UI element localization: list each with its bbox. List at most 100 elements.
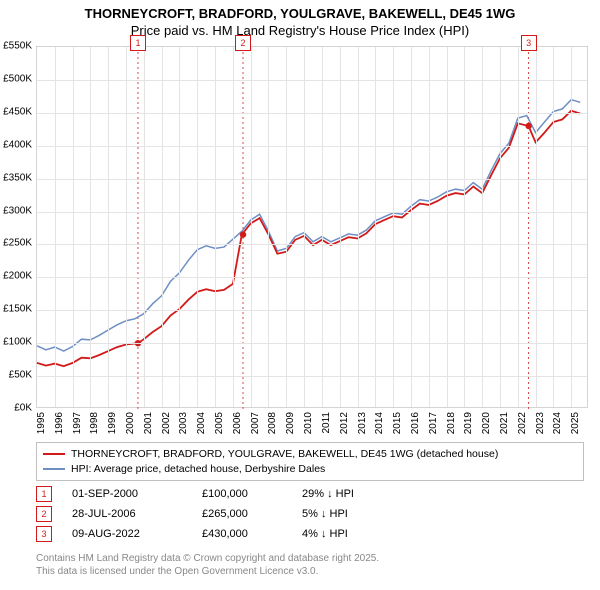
gridline-h (37, 80, 587, 81)
x-tick-label: 2025 (570, 412, 581, 434)
gridline-v (518, 47, 519, 407)
x-tick-label: 2000 (125, 412, 136, 434)
series-price_paid (37, 111, 580, 366)
x-tick-label: 2015 (392, 412, 403, 434)
sales-row: 228-JUL-2006£265,0005% ↓ HPI (36, 504, 402, 524)
sales-marker-icon: 2 (36, 506, 52, 522)
gridline-v (447, 47, 448, 407)
sales-date: 28-JUL-2006 (72, 508, 202, 520)
chart-container: THORNEYCROFT, BRADFORD, YOULGRAVE, BAKEW… (0, 0, 600, 590)
sales-price: £100,000 (202, 488, 302, 500)
x-tick-label: 2007 (250, 412, 261, 434)
sales-row: 309-AUG-2022£430,0004% ↓ HPI (36, 524, 402, 544)
gridline-v (286, 47, 287, 407)
x-tick-label: 2019 (463, 412, 474, 434)
x-tick-label: 2005 (214, 412, 225, 434)
x-tick-label: 2011 (321, 412, 332, 434)
gridline-v (553, 47, 554, 407)
x-tick-label: 2010 (303, 412, 314, 434)
gridline-h (37, 212, 587, 213)
sale-marker: 1 (130, 35, 146, 51)
gridline-v (375, 47, 376, 407)
gridline-h (37, 146, 587, 147)
y-tick-label: £350K (0, 172, 32, 183)
gridline-v (304, 47, 305, 407)
sales-diff: 29% ↓ HPI (302, 488, 402, 500)
x-tick-label: 2018 (446, 412, 457, 434)
x-tick-label: 2006 (232, 412, 243, 434)
gridline-v (482, 47, 483, 407)
sales-price: £265,000 (202, 508, 302, 520)
x-tick-label: 2022 (517, 412, 528, 434)
y-tick-label: £200K (0, 271, 32, 282)
sale-marker: 2 (235, 35, 251, 51)
y-tick-label: £300K (0, 205, 32, 216)
x-tick-label: 2023 (535, 412, 546, 434)
x-tick-label: 2017 (428, 412, 439, 434)
gridline-v (358, 47, 359, 407)
y-tick-label: £400K (0, 139, 32, 150)
x-tick-label: 2008 (267, 412, 278, 434)
y-tick-label: £150K (0, 304, 32, 315)
sales-price: £430,000 (202, 528, 302, 540)
x-tick-label: 1996 (54, 412, 65, 434)
gridline-v (90, 47, 91, 407)
sales-date: 01-SEP-2000 (72, 488, 202, 500)
legend-label: THORNEYCROFT, BRADFORD, YOULGRAVE, BAKEW… (71, 447, 498, 462)
plot-svg (37, 47, 587, 407)
x-tick-label: 2016 (410, 412, 421, 434)
x-tick-label: 2001 (143, 412, 154, 434)
gridline-h (37, 244, 587, 245)
gridline-v (73, 47, 74, 407)
gridline-v (144, 47, 145, 407)
x-tick-label: 2012 (339, 412, 350, 434)
gridline-v (251, 47, 252, 407)
sales-diff: 4% ↓ HPI (302, 528, 402, 540)
sale-marker: 3 (521, 35, 537, 51)
gridline-h (37, 113, 587, 114)
gridline-v (162, 47, 163, 407)
attribution-line2: This data is licensed under the Open Gov… (36, 565, 379, 578)
sales-table: 101-SEP-2000£100,00029% ↓ HPI 2 28-JUL-200… (36, 484, 402, 544)
sale-dot (240, 231, 246, 237)
gridline-h (37, 343, 587, 344)
gridline-v (215, 47, 216, 407)
x-tick-label: 2002 (161, 412, 172, 434)
y-tick-label: £250K (0, 238, 32, 249)
title-line2: Price paid vs. HM Land Registry's House … (0, 23, 600, 40)
legend-row: THORNEYCROFT, BRADFORD, YOULGRAVE, BAKEW… (43, 447, 577, 462)
y-tick-label: £550K (0, 41, 32, 52)
gridline-v (55, 47, 56, 407)
sale-dot (525, 123, 531, 129)
plot-area: 123 (36, 46, 588, 408)
gridline-h (37, 277, 587, 278)
y-tick-label: £500K (0, 73, 32, 84)
legend-swatch (43, 468, 65, 470)
x-tick-label: 2003 (178, 412, 189, 434)
sales-row: 101-SEP-2000£100,00029% ↓ HPI (36, 484, 402, 504)
legend-row: HPI: Average price, detached house, Derb… (43, 462, 577, 477)
legend-swatch (43, 453, 65, 455)
x-tick-label: 2013 (357, 412, 368, 434)
x-tick-label: 2014 (374, 412, 385, 434)
attribution-line1: Contains HM Land Registry data © Crown c… (36, 552, 379, 565)
x-tick-label: 2004 (196, 412, 207, 434)
sales-date: 09-AUG-2022 (72, 528, 202, 540)
y-tick-label: £50K (0, 370, 32, 381)
gridline-v (108, 47, 109, 407)
x-tick-label: 1998 (89, 412, 100, 434)
x-tick-label: 2009 (285, 412, 296, 434)
x-tick-label: 2024 (552, 412, 563, 434)
legend: THORNEYCROFT, BRADFORD, YOULGRAVE, BAKEW… (36, 442, 584, 481)
gridline-v (179, 47, 180, 407)
gridline-h (37, 179, 587, 180)
gridline-v (233, 47, 234, 407)
legend-label: HPI: Average price, detached house, Derb… (71, 462, 325, 477)
x-tick-label: 2020 (481, 412, 492, 434)
attribution: Contains HM Land Registry data © Crown c… (36, 552, 379, 578)
gridline-v (571, 47, 572, 407)
gridline-v (197, 47, 198, 407)
title-line1: THORNEYCROFT, BRADFORD, YOULGRAVE, BAKEW… (0, 6, 600, 23)
gridline-h (37, 376, 587, 377)
chart-title: THORNEYCROFT, BRADFORD, YOULGRAVE, BAKEW… (0, 0, 600, 40)
